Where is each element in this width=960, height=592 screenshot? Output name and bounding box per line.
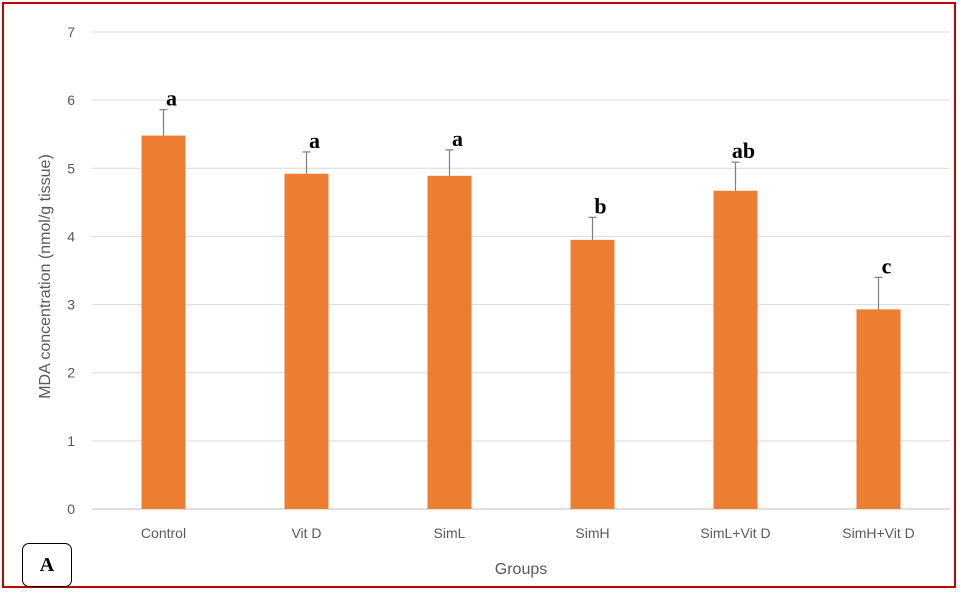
y-tick-labels: 0 1 2 3 4 5 6 7 <box>67 24 75 517</box>
significance-label: ab <box>732 138 755 163</box>
error-bars <box>159 109 883 310</box>
y-tick-label: 0 <box>67 501 75 517</box>
y-tick-label: 6 <box>67 92 75 108</box>
x-tick-label: SimH <box>575 525 609 541</box>
x-tick-label: SimL <box>434 525 466 541</box>
significance-label: a <box>309 128 320 153</box>
gridlines <box>92 31 950 510</box>
x-tick-labels: Control Vit D SimL SimH SimL+Vit D SimH+Vit D <box>141 525 915 541</box>
x-tick-label: SimH+Vit D <box>842 525 914 541</box>
y-axis-title: MDA concentration (nmol/g tissue) <box>37 154 54 399</box>
significance-label: a <box>166 86 177 111</box>
x-tick-label: Vit D <box>291 525 321 541</box>
bar <box>713 190 758 509</box>
significance-label: a <box>452 126 463 151</box>
x-axis-title: Groups <box>495 561 547 578</box>
x-tick-label: Control <box>141 525 186 541</box>
y-tick-label: 1 <box>67 433 75 449</box>
bar <box>427 175 472 509</box>
bar <box>570 239 615 510</box>
bar <box>284 173 329 510</box>
x-tick-label: SimL+Vit D <box>700 525 770 541</box>
panel-label: A <box>22 543 72 587</box>
y-tick-label: 5 <box>67 160 75 176</box>
bar <box>856 309 901 509</box>
y-tick-label: 3 <box>67 297 75 313</box>
y-tick-label: 4 <box>67 228 75 244</box>
y-tick-label: 7 <box>67 24 75 40</box>
significance-label: c <box>882 253 892 278</box>
bars <box>141 135 901 510</box>
bar <box>141 135 186 509</box>
y-tick-label: 2 <box>67 365 75 381</box>
significance-label: b <box>594 193 606 218</box>
